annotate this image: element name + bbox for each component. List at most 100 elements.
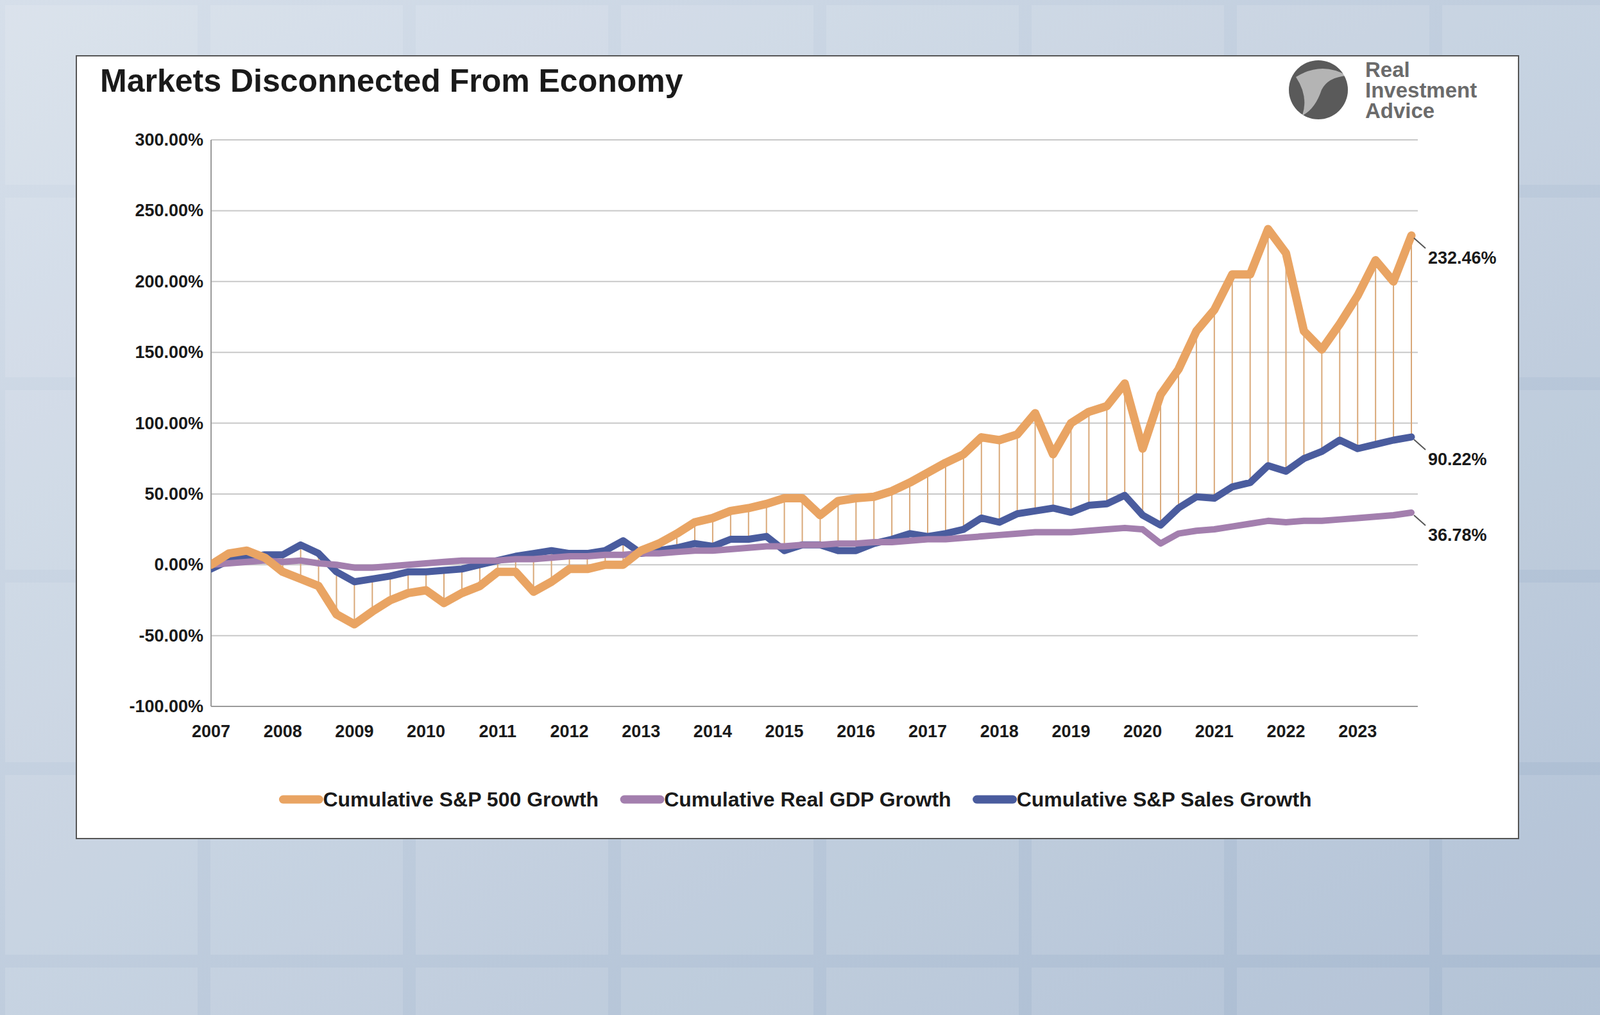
- drop-line: [1374, 260, 1377, 445]
- background-cell: [1031, 967, 1225, 1015]
- drop-line: [1249, 274, 1252, 484]
- drop-line: [1088, 411, 1090, 506]
- drop-line: [1052, 454, 1054, 509]
- y-tick-label: 300.00%: [134, 130, 204, 150]
- chart-title: Markets Disconnected From Economy: [100, 62, 684, 99]
- drop-line: [1231, 274, 1234, 487]
- drop-line: [1320, 349, 1323, 452]
- legend-item: Cumulative Real GDP Growth: [624, 787, 952, 811]
- legend-swatch: [624, 795, 661, 804]
- drop-line: [873, 496, 875, 544]
- y-tick-label: -50.00%: [138, 626, 204, 646]
- legend-swatch: [977, 795, 1013, 804]
- x-tick-label: 2014: [693, 721, 732, 741]
- drop-line: [1141, 448, 1144, 516]
- drop-line: [980, 437, 983, 519]
- x-tick-label: 2016: [836, 721, 876, 741]
- y-tick-label: 100.00%: [134, 413, 204, 434]
- chart-root: Markets Disconnected From EconomyRealInv…: [0, 0, 1600, 1015]
- drop-line: [891, 490, 893, 539]
- drop-lines: [211, 229, 1412, 625]
- x-tick-label: 2011: [479, 721, 518, 741]
- x-tick-label: 2012: [549, 721, 589, 741]
- x-tick-label: 2018: [980, 721, 1019, 741]
- legend-item: Cumulative S&P Sales Growth: [977, 787, 1312, 811]
- grid-line: [211, 493, 1418, 495]
- grid: [211, 139, 1418, 707]
- drop-line: [1392, 281, 1395, 441]
- y-tick-label: -100.00%: [128, 696, 204, 716]
- grid-line: [211, 209, 1418, 212]
- background-cell: [1236, 967, 1430, 1015]
- y-tick-label: 200.00%: [134, 272, 204, 292]
- annotations: 232.46% 90.22% 36.78%: [1413, 238, 1497, 545]
- x-tick-label: 2020: [1123, 721, 1162, 741]
- x-tick-label: 2007: [191, 721, 231, 741]
- x-tick-label: 2015: [765, 721, 804, 741]
- annotation-leader: [1413, 238, 1426, 249]
- drop-line: [765, 503, 768, 537]
- background-cell: [210, 967, 403, 1015]
- drop-line: [1106, 406, 1108, 504]
- annotation-label: 36.78%: [1428, 525, 1488, 545]
- brand-logo: [1288, 60, 1348, 120]
- x-tick-label: 2019: [1051, 721, 1090, 741]
- drop-line: [1285, 253, 1287, 472]
- background-cell: [1442, 967, 1600, 1015]
- series-line: [211, 512, 1412, 568]
- y-tick-label: 150.00%: [134, 342, 204, 362]
- background-cell: [826, 967, 1019, 1015]
- x-tick-label: 2008: [263, 721, 303, 741]
- drop-line: [944, 462, 947, 534]
- background-cell: [415, 967, 609, 1015]
- x-tick-label: 2010: [406, 721, 446, 741]
- drop-line: [1016, 434, 1019, 514]
- x-tick-label: 2023: [1338, 721, 1377, 741]
- x-tick-label: 2009: [334, 721, 374, 741]
- annotation-label: 90.22%: [1428, 449, 1488, 469]
- legend-swatch: [282, 795, 319, 804]
- logo-mark: [1288, 60, 1348, 120]
- drop-line: [1177, 369, 1180, 509]
- legend-label: Cumulative S&P Sales Growth: [1016, 787, 1312, 811]
- y-tick-label: 50.00%: [144, 484, 204, 504]
- y-tick-label: 0.00%: [153, 554, 204, 575]
- legend: Cumulative S&P 500 GrowthCumulative Real…: [282, 787, 1312, 811]
- x-tick-label: 2022: [1266, 721, 1305, 741]
- grid-line: [211, 139, 1418, 141]
- grid-line: [211, 705, 1418, 707]
- x-tick-label: 2013: [621, 721, 661, 741]
- drop-line: [748, 508, 750, 540]
- y-tick-label: 250.00%: [134, 200, 204, 221]
- background-cell: [5, 967, 198, 1015]
- plot-data: [211, 229, 1412, 625]
- drop-line: [1213, 309, 1216, 499]
- drop-line: [1302, 331, 1305, 459]
- annotation-leader: [1413, 439, 1426, 450]
- grid-line: [211, 280, 1418, 283]
- x-tick-label: 2017: [908, 721, 947, 741]
- brand-word: Advice: [1365, 98, 1435, 123]
- series-line: [211, 229, 1412, 625]
- y-axis-line: [210, 139, 212, 707]
- drop-line: [998, 440, 1001, 523]
- drop-line: [801, 497, 804, 545]
- drop-line: [1356, 295, 1359, 449]
- drop-line: [819, 515, 821, 545]
- drop-line: [1267, 229, 1269, 466]
- x-tick-label: 2021: [1195, 721, 1234, 741]
- drop-line: [962, 454, 965, 530]
- background-cell: [621, 967, 814, 1015]
- drop-line: [927, 472, 929, 537]
- drop-line: [909, 482, 911, 534]
- logo-wing: [1295, 68, 1348, 116]
- drop-line: [783, 497, 786, 551]
- chart-panel: [76, 55, 1519, 839]
- drop-line: [1070, 423, 1072, 513]
- x-axis-line: [211, 705, 1418, 707]
- legend-label: Cumulative Real GDP Growth: [663, 787, 952, 811]
- grid-line: [211, 635, 1418, 637]
- grid-line: [211, 422, 1418, 425]
- annotation-label: 232.46%: [1428, 248, 1497, 268]
- drop-line: [1410, 235, 1413, 437]
